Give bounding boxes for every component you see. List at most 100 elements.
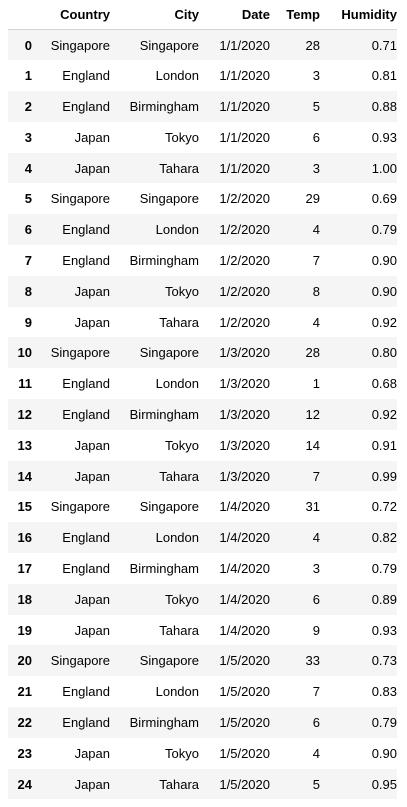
temp-cell: 1	[312, 376, 320, 392]
humidity-cell: 0.92	[371, 406, 397, 422]
temp-cell: 4	[312, 530, 320, 546]
date-cell: 1/2/2020	[219, 191, 270, 207]
humidity-cell: 0.81	[371, 68, 397, 84]
row-index: 17	[17, 560, 32, 576]
row-index: 12	[17, 406, 32, 422]
city-cell: Birmingham	[129, 98, 199, 114]
row-index: 6	[24, 222, 32, 238]
row-index: 8	[24, 283, 32, 299]
row-index: 2	[24, 98, 32, 114]
city-cell: London	[155, 222, 199, 238]
city-cell: Tokyo	[165, 591, 199, 607]
country-cell: England	[62, 714, 110, 730]
temp-cell: 7	[312, 468, 320, 484]
date-cell: 1/1/2020	[219, 129, 270, 145]
table-body: 0 Singapore Singapore 1/1/2020 28 0.71 1 Englan…	[8, 29, 397, 800]
temp-cell: 28	[305, 345, 320, 361]
table-row: 19 Japan Tahara 1/4/2020 9 0.93	[8, 614, 397, 646]
country-cell: Singapore	[50, 499, 110, 515]
city-cell: Singapore	[139, 191, 199, 207]
table-row: 9 Japan Tahara 1/2/2020 4 0.92	[8, 306, 397, 338]
city-cell: Tokyo	[165, 129, 199, 145]
city-cell: Tahara	[159, 314, 199, 330]
temp-cell: 6	[312, 714, 320, 730]
table-row: 11 England London 1/3/2020 1 0.68	[8, 368, 397, 400]
temp-cell: 33	[305, 653, 320, 669]
row-index: 16	[17, 530, 32, 546]
row-index: 18	[17, 591, 32, 607]
row-index: 1	[24, 68, 32, 84]
city-cell: Birmingham	[129, 406, 199, 422]
date-cell: 1/2/2020	[219, 222, 270, 238]
country-cell: Singapore	[50, 37, 110, 53]
country-cell: England	[62, 560, 110, 576]
country-cell: England	[62, 684, 110, 700]
city-cell: Singapore	[139, 499, 199, 515]
index-header	[8, 0, 32, 30]
table-row: 10 Singapore Singapore 1/3/2020 28 0.80	[8, 337, 397, 369]
row-index: 4	[24, 160, 32, 176]
temp-cell: 5	[312, 776, 320, 792]
country-cell: England	[62, 530, 110, 546]
country-cell: Japan	[74, 468, 110, 484]
country-cell: Singapore	[50, 345, 110, 361]
date-cell: 1/1/2020	[219, 160, 270, 176]
temp-cell: 3	[312, 68, 320, 84]
temp-cell: 4	[312, 314, 320, 330]
temp-cell: 7	[312, 252, 320, 268]
humidity-cell: 0.73	[371, 653, 397, 669]
city-header: City	[110, 0, 199, 30]
humidity-cell: 0.90	[371, 745, 397, 761]
date-cell: 1/2/2020	[219, 283, 270, 299]
date-cell: 1/5/2020	[219, 745, 270, 761]
row-index: 14	[17, 468, 32, 484]
humidity-cell: 0.92	[371, 314, 397, 330]
temp-cell: 28	[305, 37, 320, 53]
date-cell: 1/1/2020	[219, 98, 270, 114]
temp-cell: 3	[312, 160, 320, 176]
row-index: 10	[17, 345, 32, 361]
row-index: 23	[17, 745, 32, 761]
country-cell: Japan	[74, 437, 110, 453]
country-cell: England	[62, 98, 110, 114]
humidity-cell: 0.80	[371, 345, 397, 361]
temp-cell: 8	[312, 283, 320, 299]
row-index: 24	[17, 776, 32, 792]
city-cell: Birmingham	[129, 560, 199, 576]
table-row: 24 Japan Tahara 1/5/2020 5 0.95	[8, 768, 397, 800]
table-row: 1 England London 1/1/2020 3 0.81	[8, 60, 397, 92]
city-cell: London	[155, 68, 199, 84]
table-row: 7 England Birmingham 1/2/2020 7 0.90	[8, 245, 397, 276]
table-row: 21 England London 1/5/2020 7 0.83	[8, 676, 397, 708]
country-cell: Singapore	[50, 191, 110, 207]
temp-cell: 12	[305, 406, 320, 422]
temp-cell: 31	[305, 499, 320, 515]
humidity-cell: 0.82	[371, 530, 397, 546]
row-index: 15	[17, 499, 32, 515]
country-cell: Japan	[74, 283, 110, 299]
date-cell: 1/1/2020	[219, 68, 270, 84]
country-header: Country	[32, 0, 110, 30]
row-index: 5	[24, 191, 32, 207]
date-cell: 1/5/2020	[219, 776, 270, 792]
date-header: Date	[199, 0, 270, 30]
country-cell: England	[62, 376, 110, 392]
city-cell: Tokyo	[165, 437, 199, 453]
humidity-cell: 0.79	[371, 714, 397, 730]
humidity-header: Humidity	[320, 0, 397, 30]
country-cell: Japan	[74, 314, 110, 330]
country-cell: Japan	[74, 591, 110, 607]
date-cell: 1/4/2020	[219, 622, 270, 638]
humidity-cell: 0.71	[371, 37, 397, 53]
row-index: 7	[24, 252, 32, 268]
table-row: 17 England Birmingham 1/4/2020 3 0.79	[8, 553, 397, 584]
date-cell: 1/4/2020	[219, 560, 270, 576]
table-row: 0 Singapore Singapore 1/1/2020 28 0.71	[8, 29, 397, 61]
country-cell: Singapore	[50, 653, 110, 669]
row-index: 19	[17, 622, 32, 638]
table-row: 20 Singapore Singapore 1/5/2020 33 0.73	[8, 645, 397, 677]
humidity-cell: 0.72	[371, 499, 397, 515]
city-cell: Singapore	[139, 37, 199, 53]
table-row: 8 Japan Tokyo 1/2/2020 8 0.90	[8, 275, 397, 307]
row-index: 0	[24, 37, 32, 53]
